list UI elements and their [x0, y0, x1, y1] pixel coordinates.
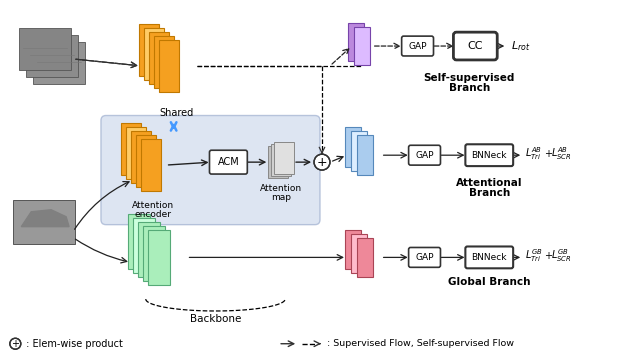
- FancyBboxPatch shape: [131, 131, 151, 183]
- Text: GAP: GAP: [415, 253, 434, 262]
- FancyBboxPatch shape: [465, 144, 513, 166]
- Text: : Elem-wise product: : Elem-wise product: [23, 339, 123, 349]
- Text: Branch: Branch: [449, 83, 490, 93]
- FancyBboxPatch shape: [345, 230, 361, 269]
- Text: CC: CC: [468, 41, 483, 51]
- FancyBboxPatch shape: [128, 214, 150, 269]
- Text: $L_{Tri}^{GB}$: $L_{Tri}^{GB}$: [525, 247, 543, 264]
- Text: Global Branch: Global Branch: [448, 277, 531, 287]
- FancyBboxPatch shape: [133, 218, 155, 273]
- FancyBboxPatch shape: [148, 230, 170, 285]
- FancyBboxPatch shape: [136, 135, 156, 187]
- FancyBboxPatch shape: [154, 36, 173, 88]
- FancyBboxPatch shape: [148, 32, 169, 84]
- Text: +: +: [12, 339, 19, 349]
- FancyBboxPatch shape: [268, 146, 288, 178]
- FancyBboxPatch shape: [351, 234, 367, 273]
- FancyBboxPatch shape: [408, 145, 440, 165]
- FancyBboxPatch shape: [357, 135, 372, 175]
- FancyBboxPatch shape: [357, 238, 372, 277]
- FancyBboxPatch shape: [348, 23, 364, 61]
- Text: : Supervised Flow, Self-supervised Flow: : Supervised Flow, Self-supervised Flow: [327, 339, 514, 348]
- FancyBboxPatch shape: [141, 139, 161, 191]
- Text: $+$: $+$: [544, 250, 553, 261]
- FancyBboxPatch shape: [101, 116, 320, 225]
- Text: GAP: GAP: [415, 151, 434, 160]
- Circle shape: [314, 154, 330, 170]
- Text: Self-supervised: Self-supervised: [424, 73, 515, 83]
- FancyBboxPatch shape: [19, 28, 71, 70]
- Text: Backbone: Backbone: [190, 314, 241, 324]
- FancyBboxPatch shape: [126, 127, 146, 179]
- FancyBboxPatch shape: [121, 123, 141, 175]
- Circle shape: [10, 338, 21, 349]
- Text: BNNeck: BNNeck: [472, 253, 507, 262]
- FancyBboxPatch shape: [271, 144, 291, 176]
- FancyBboxPatch shape: [402, 36, 433, 56]
- Text: Attention: Attention: [132, 201, 174, 210]
- FancyBboxPatch shape: [33, 42, 85, 84]
- FancyBboxPatch shape: [351, 131, 367, 171]
- FancyBboxPatch shape: [465, 247, 513, 268]
- FancyBboxPatch shape: [13, 200, 75, 243]
- Polygon shape: [21, 210, 69, 227]
- Text: Shared: Shared: [159, 108, 194, 118]
- Text: $L_{SCR}^{AB}$: $L_{SCR}^{AB}$: [551, 145, 572, 162]
- Text: $+$: $+$: [544, 148, 553, 159]
- FancyBboxPatch shape: [209, 150, 247, 174]
- FancyBboxPatch shape: [139, 24, 159, 76]
- Text: $L_{Tri}^{AB}$: $L_{Tri}^{AB}$: [525, 145, 542, 162]
- Text: +: +: [317, 156, 327, 169]
- FancyBboxPatch shape: [159, 40, 179, 92]
- Text: Attentional: Attentional: [456, 178, 522, 188]
- Text: BNNeck: BNNeck: [472, 151, 507, 160]
- Text: ACM: ACM: [218, 157, 239, 167]
- FancyBboxPatch shape: [354, 27, 370, 65]
- FancyBboxPatch shape: [143, 226, 164, 281]
- Text: Branch: Branch: [468, 188, 510, 198]
- FancyBboxPatch shape: [26, 35, 78, 77]
- Text: $L_{rot}$: $L_{rot}$: [511, 39, 531, 53]
- FancyBboxPatch shape: [453, 32, 497, 60]
- Text: Attention: Attention: [260, 184, 302, 193]
- Text: encoder: encoder: [134, 210, 172, 219]
- Text: map: map: [271, 193, 291, 202]
- FancyBboxPatch shape: [144, 28, 164, 80]
- Text: $L_{SCR}^{GB}$: $L_{SCR}^{GB}$: [551, 247, 572, 264]
- FancyBboxPatch shape: [408, 247, 440, 267]
- FancyBboxPatch shape: [138, 222, 160, 277]
- FancyBboxPatch shape: [345, 127, 361, 167]
- FancyBboxPatch shape: [274, 142, 294, 174]
- Text: GAP: GAP: [408, 41, 427, 50]
